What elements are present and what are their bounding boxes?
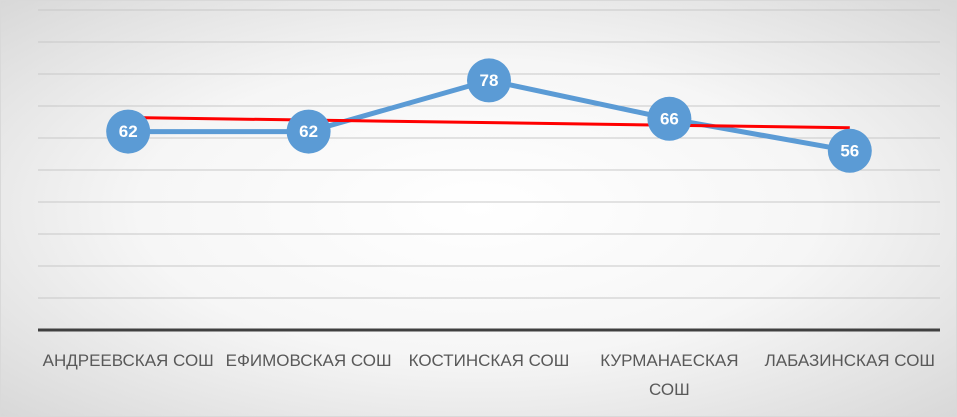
- data-label: 62: [299, 122, 318, 141]
- x-tick-label: АНДРЕЕВСКАЯ СОШ: [42, 351, 214, 370]
- data-point: [827, 128, 872, 173]
- data-label: 62: [119, 122, 138, 141]
- x-tick-label: ЕФИМОВСКАЯ СОШ: [225, 351, 392, 370]
- trend-line: [128, 116, 850, 130]
- data-point: [467, 58, 511, 103]
- data-label: 56: [840, 141, 859, 160]
- data-point: [286, 109, 331, 154]
- x-tick-label: ЛАБАЗИНСКАЯ СОШ: [764, 351, 935, 370]
- data-label: 78: [480, 71, 499, 90]
- data-point: [106, 109, 151, 154]
- data-point: [647, 96, 692, 141]
- data-label: 66: [660, 109, 679, 128]
- x-tick-label: КОСТИНСКАЯ СОШ: [408, 351, 570, 370]
- x-tick-label: КУРМАНАЕСКАЯ СОШ: [600, 351, 739, 399]
